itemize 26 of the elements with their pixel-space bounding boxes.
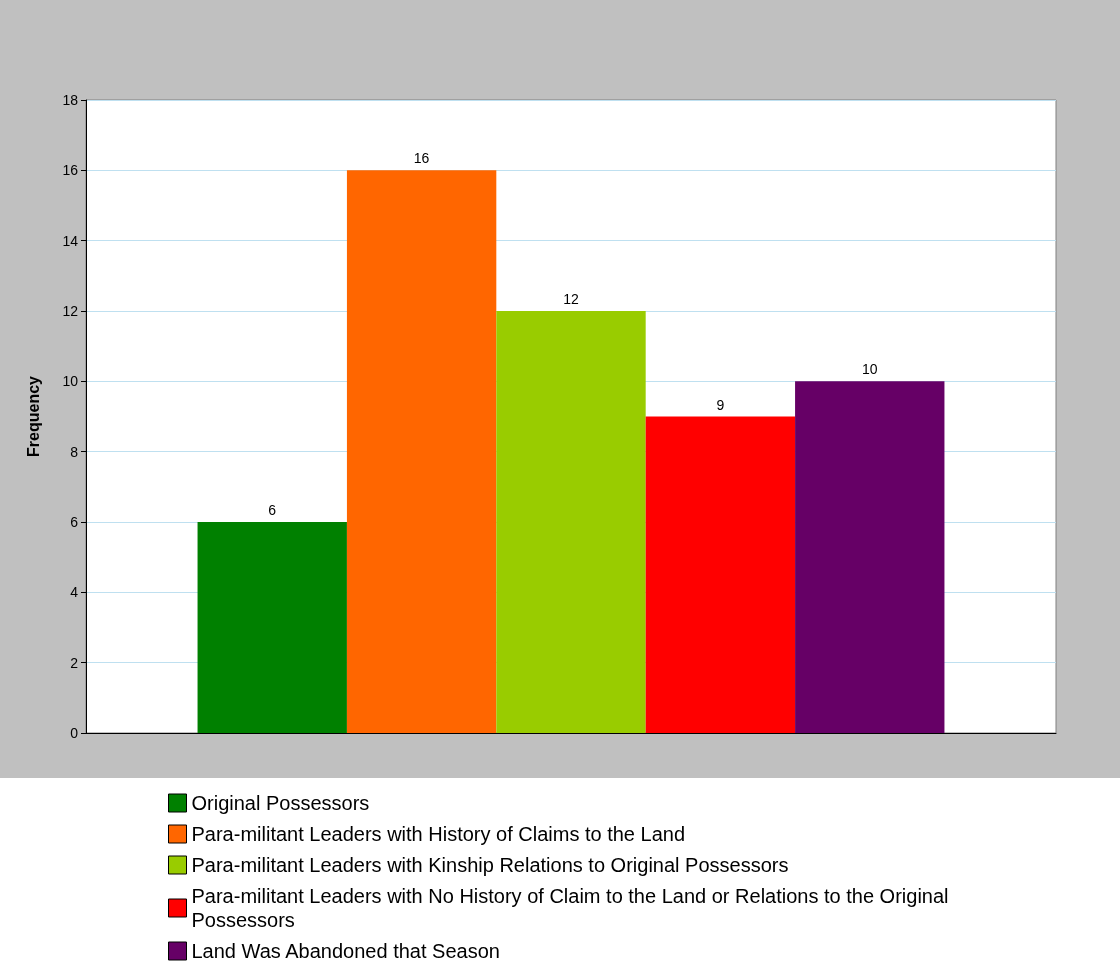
data-label: 9	[716, 396, 725, 413]
y-tick-label: 16	[62, 162, 79, 179]
y-tick-label: 14	[62, 232, 79, 249]
legend-label: Para-militant Leaders with No History of Claim to the Land or Relations to the Original Possessors	[191, 885, 955, 931]
y-tick-label: 18	[62, 92, 79, 108]
legend-label: Para-militant Leaders with History of Claims to the Land	[191, 823, 686, 845]
bar	[496, 311, 646, 733]
data-label: 16	[413, 150, 430, 167]
data-label: 12	[563, 291, 579, 307]
y-tick-label: 0	[70, 725, 79, 741]
bar	[197, 522, 347, 733]
data-label: 6	[268, 502, 277, 518]
bar	[645, 416, 796, 733]
y-tick-label: 12	[62, 303, 79, 319]
bar	[795, 381, 945, 733]
y-tick-label: 10	[62, 373, 79, 390]
y-tick-label: 8	[70, 443, 79, 460]
data-label: 10	[861, 361, 878, 378]
y-axis-title: Frequency	[24, 375, 42, 457]
y-tick-label: 2	[70, 654, 79, 671]
legend-label: Para-militant Leaders with Kinship Relations to Original Possessors	[191, 854, 789, 876]
legend-label: Land Was Abandoned that Season	[191, 940, 500, 962]
y-tick-label: 6	[70, 514, 79, 530]
bar	[346, 170, 497, 733]
legend-label: Original Possessors	[191, 792, 370, 814]
y-tick-label: 4	[70, 584, 79, 601]
